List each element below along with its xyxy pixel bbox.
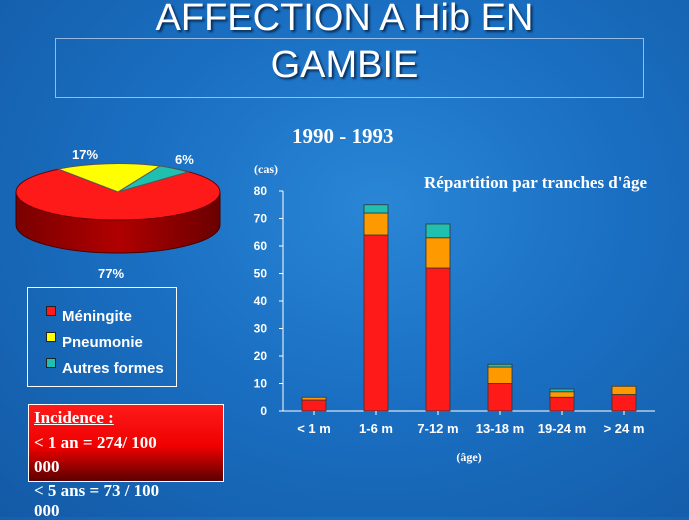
y-tick-label: 20 [254,349,268,363]
x-tick-label: < 1 m [297,421,331,436]
bar-segment [301,396,327,401]
bar-segment [487,383,513,412]
pie-chart [15,163,221,254]
incidence-line: 000 [34,501,60,520]
bar-segment [549,388,575,393]
legend-label: Méningite [62,308,132,325]
y-tick-label: 70 [254,212,268,226]
incidence-line: < 1 an = 274/ 100 [34,433,157,452]
pie-label-meningite: 77% [98,266,125,281]
x-tick-label: 13-18 m [476,421,524,436]
chart-title: Répartition par tranches d'âge [424,173,648,192]
legend-swatch-meningite [46,306,56,316]
bar-segment [425,237,451,269]
pie-label-autres: 6% [175,152,194,167]
y-tick-label: 40 [254,294,268,308]
title-frame [55,38,644,98]
y-tick-label: 10 [254,377,268,391]
legend-label: Pneumonie [62,334,143,351]
bar-segment [363,212,389,236]
pie-slice-autres [117,165,190,193]
legend-item-pneumonie: Pneumonie [46,330,143,351]
pie-legend: Méningite Pneumonie Autres formes [27,287,177,387]
legend-item-autres: Autres formes [46,356,164,377]
x-tick-label: 7-12 m [417,421,458,436]
x-tick-label: 1-6 m [359,421,393,436]
bar-segment [425,223,451,239]
bar-segment [487,363,513,368]
bar-segment [363,234,389,412]
x-axis-label: (âge) [456,450,481,464]
legend-label: Autres formes [62,360,164,377]
legend-item-meningite: Méningite [46,304,132,325]
period-label: 1990 - 1993 [292,124,394,148]
bar-segment [363,204,389,214]
bar-segment [611,385,637,395]
bar-segment [487,366,513,384]
y-tick-label: 50 [254,267,268,281]
x-tick-label: > 24 m [604,421,645,436]
y-tick-label: 30 [254,322,268,336]
incidence-box [28,404,224,482]
page-title-line1: AFFECTION A Hib EN [155,0,534,39]
incidence-line: < 5 ans = 73 / 100 [34,481,160,500]
pie-label-pneumonie: 17% [72,147,99,162]
legend-swatch-pneumonie [46,332,56,342]
page-title-line2: GAMBIE [270,44,419,86]
legend-swatch-autres [46,358,56,368]
bar-segment [301,399,327,412]
incidence-heading: Incidence : [34,408,114,427]
bar-segment [549,391,575,398]
incidence-line: 000 [34,457,60,476]
y-tick-label: 60 [254,239,268,253]
bar-segment [425,267,451,412]
pie-slice-pneumonie [56,163,162,193]
bar-segment [611,394,637,412]
bar-segment [549,396,575,412]
x-tick-label: 19-24 m [538,421,586,436]
y-axis-label: (cas) [254,162,278,176]
y-tick-label: 0 [260,404,267,418]
y-tick-label: 80 [254,184,268,198]
